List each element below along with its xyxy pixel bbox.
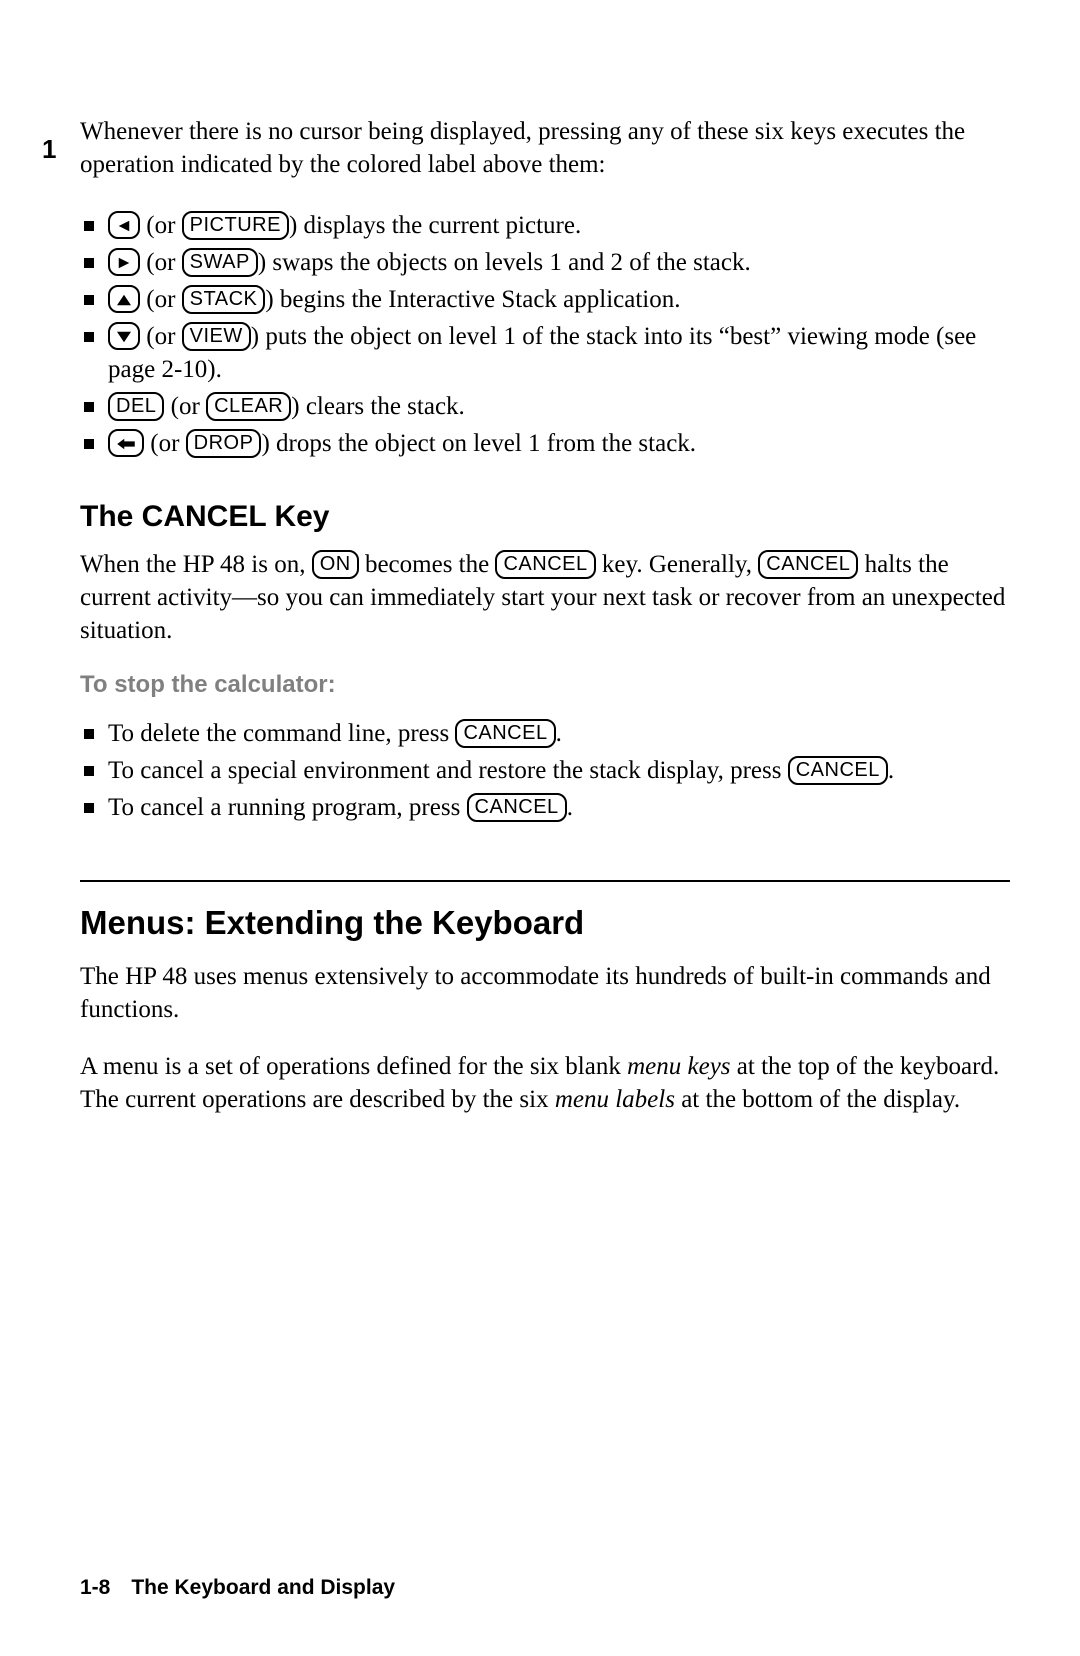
list-item: DEL (or CLEAR) clears the stack. (80, 390, 1010, 423)
del-key-icon: DEL (108, 392, 164, 421)
cancel-key-icon: CANCEL (758, 550, 858, 579)
text: . (567, 794, 573, 821)
list-item: (or VIEW) puts the object on level 1 of … (80, 320, 1010, 386)
italic-term: menu labels (555, 1086, 675, 1113)
text: ) clears the stack. (291, 393, 465, 420)
text: ) displays the current picture. (289, 212, 581, 239)
margin-page-number: 1 (42, 134, 56, 165)
text: key. Generally, (596, 551, 759, 578)
text: becomes the (359, 551, 496, 578)
cancel-key-paragraph: When the HP 48 is on, ON becomes the CAN… (80, 548, 1010, 647)
text: When the HP 48 is on, (80, 551, 312, 578)
text: ) swaps the objects on levels 1 and 2 of… (258, 249, 751, 276)
clear-key-icon: CLEAR (206, 392, 291, 421)
list-item: (or DROP) drops the object on level 1 fr… (80, 427, 1010, 460)
text: To cancel a running program, press (108, 794, 467, 821)
cancel-key-heading: The CANCEL Key (80, 500, 1010, 534)
stop-calculator-list: To delete the command line, press CANCEL… (80, 717, 1010, 824)
text: To cancel a special environment and rest… (108, 757, 788, 784)
cancel-key-icon: CANCEL (467, 793, 567, 822)
on-key-icon: ON (312, 550, 359, 579)
left-arrow-key-icon (108, 211, 140, 239)
key-functions-list: (or PICTURE) displays the current pictur… (80, 209, 1010, 460)
cancel-key-icon: CANCEL (495, 550, 595, 579)
italic-term: menu keys (627, 1053, 730, 1080)
menus-paragraph-2: A menu is a set of operations defined fo… (80, 1050, 1010, 1116)
cancel-key-icon: CANCEL (788, 756, 888, 785)
text: ) begins the Interactive Stack applicati… (265, 286, 680, 313)
text: To delete the command line, press (108, 720, 455, 747)
drop-key-icon: DROP (186, 429, 262, 458)
swap-key-icon: SWAP (182, 248, 258, 277)
stop-calculator-subhead: To stop the calculator: (80, 671, 1010, 699)
list-item: (or SWAP) swaps the objects on levels 1 … (80, 246, 1010, 279)
text: . (888, 757, 894, 784)
stack-key-icon: STACK (182, 285, 266, 314)
view-key-icon: VIEW (182, 322, 251, 351)
cancel-key-icon: CANCEL (455, 719, 555, 748)
intro-paragraph: Whenever there is no cursor being displa… (80, 115, 1010, 181)
list-item: To cancel a special environment and rest… (80, 754, 1010, 787)
list-item: (or PICTURE) displays the current pictur… (80, 209, 1010, 242)
list-item: To delete the command line, press CANCEL… (80, 717, 1010, 750)
list-item: To cancel a running program, press CANCE… (80, 791, 1010, 824)
text: . (556, 720, 562, 747)
list-item: (or STACK) begins the Interactive Stack … (80, 283, 1010, 316)
menus-paragraph-1: The HP 48 uses menus extensively to acco… (80, 960, 1010, 1026)
page-footer: 1-8 The Keyboard and Display (80, 1576, 395, 1600)
picture-key-icon: PICTURE (182, 211, 289, 240)
right-arrow-key-icon (108, 248, 140, 276)
text: ) drops the object on level 1 from the s… (261, 430, 696, 457)
down-arrow-key-icon (108, 322, 140, 350)
up-arrow-key-icon (108, 285, 140, 313)
back-arrow-key-icon (108, 429, 144, 457)
text: A menu is a set of operations defined fo… (80, 1053, 627, 1080)
menus-heading: Menus: Extending the Keyboard (80, 904, 1010, 942)
section-rule (80, 880, 1010, 882)
text: at the bottom of the display. (675, 1086, 960, 1113)
